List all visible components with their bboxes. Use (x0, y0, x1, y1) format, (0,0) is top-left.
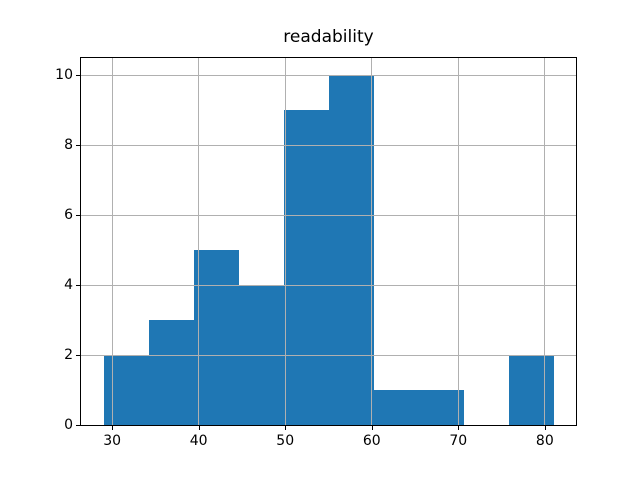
x-tick-label: 50 (276, 433, 295, 449)
gridline-y (81, 284, 576, 286)
y-tick-mark (76, 355, 80, 357)
gridline-y (81, 214, 576, 216)
y-tick-mark (76, 285, 80, 287)
y-tick-label: 0 (64, 417, 73, 433)
histogram-bar (418, 390, 464, 425)
y-tick-label: 8 (64, 137, 73, 154)
y-tick-mark (76, 145, 80, 147)
plot-area (80, 57, 577, 426)
x-tick-label: 70 (449, 433, 468, 449)
gridline-y (81, 74, 576, 76)
x-tick-label: 30 (103, 433, 122, 449)
y-tick-mark (76, 215, 80, 217)
x-tick-mark (458, 426, 460, 430)
gridline-x (544, 58, 546, 425)
histogram-bar (148, 320, 194, 425)
y-tick-label: 6 (64, 207, 73, 224)
gridline-x (198, 58, 200, 425)
y-tick-mark (76, 425, 80, 426)
histogram-bar (283, 110, 329, 425)
chart-title: readability (283, 27, 374, 47)
gridline-y (81, 354, 576, 356)
histogram-bar (508, 355, 554, 425)
histogram-bar (193, 250, 239, 425)
gridline-x (111, 58, 113, 425)
x-tick-mark (112, 426, 114, 430)
x-tick-mark (371, 426, 373, 430)
y-tick-label: 4 (64, 277, 73, 294)
histogram-bar (103, 355, 149, 425)
y-tick-mark (76, 75, 80, 77)
histogram-bar (373, 390, 419, 425)
gridline-y (81, 144, 576, 146)
y-tick-label: 10 (55, 67, 73, 84)
y-tick-label: 2 (64, 347, 73, 364)
gridline-x (284, 58, 286, 425)
x-tick-mark (285, 426, 287, 430)
x-tick-mark (544, 426, 546, 430)
x-tick-label: 40 (189, 433, 208, 449)
x-tick-label: 60 (362, 433, 381, 449)
x-tick-mark (198, 426, 200, 430)
x-tick-label: 80 (535, 433, 554, 449)
histogram-bar (328, 75, 374, 425)
gridline-x (457, 58, 459, 425)
gridline-x (371, 58, 373, 425)
